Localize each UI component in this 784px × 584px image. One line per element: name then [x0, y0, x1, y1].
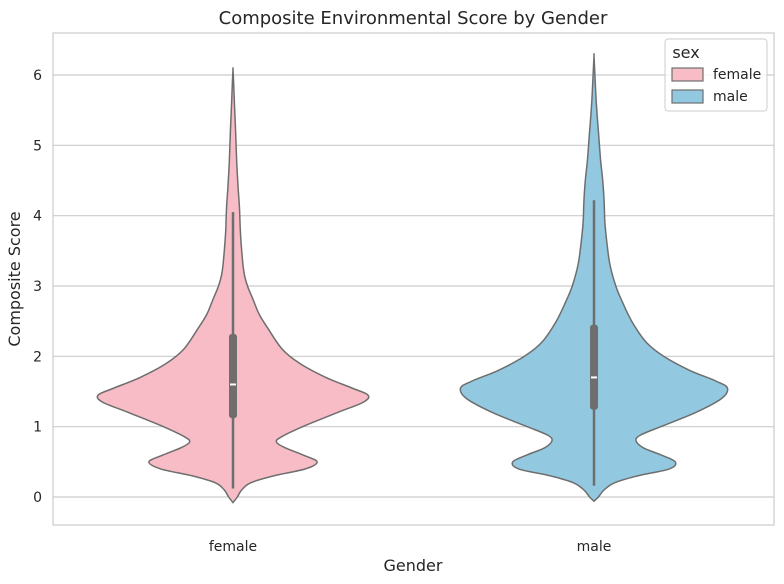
y-tick-label: 0 [33, 490, 42, 506]
y-tick-label: 1 [33, 420, 42, 436]
y-tick-label: 3 [33, 279, 42, 295]
grid-lines [53, 74, 774, 498]
y-axis-label: Composite Score [5, 211, 24, 346]
legend-label-male: male [713, 89, 748, 105]
violins [96, 52, 729, 504]
x-tick-label: female [209, 539, 257, 555]
iqr-box-male [590, 324, 598, 410]
legend-swatch-male [671, 89, 704, 104]
legend-swatch-female [671, 67, 704, 82]
legend: sex female male [664, 38, 768, 112]
y-tick-label: 2 [33, 349, 42, 365]
chart-title: Composite Environmental Score by Gender [219, 8, 608, 29]
x-tick-label: male [577, 539, 612, 555]
legend-label-female: female [713, 67, 761, 83]
y-tick-label: 4 [33, 209, 42, 225]
y-tick-labels: 0 1 2 3 4 5 6 [33, 68, 42, 506]
x-tick-labels: female male [209, 539, 612, 555]
legend-title: sex [672, 43, 699, 62]
iqr-box-female [229, 333, 237, 419]
y-tick-label: 6 [33, 68, 42, 84]
plot-frame [52, 32, 775, 526]
x-axis-label: Gender [384, 556, 443, 575]
y-tick-label: 5 [33, 138, 42, 154]
